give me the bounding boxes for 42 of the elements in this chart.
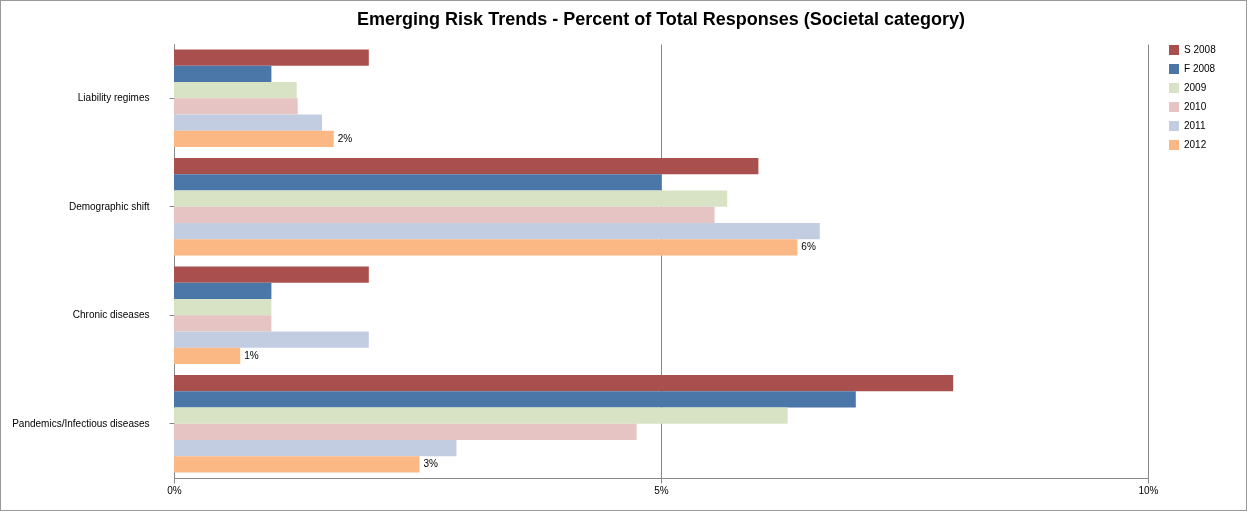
bar [174, 331, 369, 348]
bar [174, 423, 637, 441]
bar [174, 157, 759, 175]
y-tick-label: Liability regimes [77, 92, 150, 104]
y-tick-label: Pandemics/Infectious diseases [12, 417, 150, 429]
bar [174, 298, 272, 316]
data-label: 2% [337, 132, 353, 144]
legend-label: S 2008 [1184, 44, 1217, 55]
bar [174, 190, 728, 207]
bar [174, 266, 369, 283]
legend-label: 2012 [1184, 139, 1207, 150]
bar [174, 391, 856, 408]
chart-title: Emerging Risk Trends - Percent of Total Responses (Societal category) [357, 9, 965, 29]
x-tick-label: 0% [167, 484, 182, 496]
bar [174, 315, 272, 332]
bar [174, 49, 369, 66]
bar [174, 456, 420, 473]
bar [174, 130, 334, 148]
bar [174, 98, 298, 115]
bar [174, 407, 788, 424]
y-tick-label: Chronic diseases [72, 309, 150, 321]
legend-label: 2010 [1184, 101, 1207, 112]
x-tick-label: 5% [654, 484, 669, 496]
bar [174, 174, 661, 191]
bar [174, 239, 798, 256]
y-tick-label: Demographic shift [68, 200, 150, 212]
data-label: 6% [801, 241, 816, 253]
x-tick-label: 10% [1138, 484, 1159, 496]
data-label: 3% [423, 458, 439, 470]
bar [174, 440, 457, 457]
bar [174, 347, 241, 365]
bar [174, 114, 323, 131]
data-label: 1% [244, 349, 259, 361]
bar [174, 81, 297, 99]
legend-label: 2011 [1184, 120, 1206, 131]
legend-label: F 2008 [1184, 63, 1216, 74]
bar [174, 206, 715, 224]
bar [174, 223, 820, 240]
bar [174, 65, 272, 82]
legend-label: 2009 [1184, 82, 1207, 93]
bar [174, 374, 954, 392]
bar [174, 282, 272, 299]
